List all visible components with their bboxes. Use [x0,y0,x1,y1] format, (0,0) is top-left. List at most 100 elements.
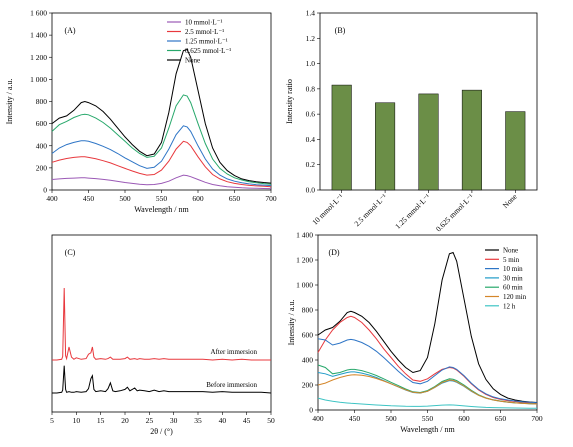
panel-b-bar-chart: 0.0 0.2 0.4 0.6 0.8 1.0 1.2 1.4 10 mmol·L⁻¹ 2.5 m… [285,9,538,233]
series-line-3-5 [317,374,538,405]
series-line-0-3 [51,94,272,185]
y-tick-label: 1.0 [306,59,316,68]
y-axis-title: Intensity ratio [285,79,294,124]
y-tick-label: 1 400 [30,31,47,40]
x-tick-label: 10 [73,416,81,425]
x-category-label: 10 mmol·L⁻¹ [310,192,345,227]
y-tick-label: 1 000 [30,75,47,84]
panel-d-line-chart: 400 450 500 550 600 650 700 0 200 400 600 800 1 000 1… [287,231,543,435]
y-tick-label: 400 [36,141,48,150]
legend-label: 0.625 mmol·L⁻¹ [185,47,231,55]
y-tick-label: 0.4 [306,135,316,144]
bar-2 [418,93,439,191]
x-tick-label: 700 [265,194,277,203]
x-axis-title: Wavelength / nm [134,205,189,214]
x-tick-label: 40 [219,416,227,425]
x-category-label: 2.5 mmol·L⁻¹ [352,192,388,228]
series-line-0-2 [51,125,272,187]
x-category-label: 0.625 mmol·L⁻¹ [434,192,475,233]
bar-1 [375,102,396,191]
series-line-0-4 [51,48,272,184]
y-tick-label: 800 [36,97,48,106]
annotation-after: After immersion [211,348,258,356]
series-line-3-4 [317,364,538,405]
series-line-3-1 [317,315,538,404]
legend-label: 1.25 mmol·L⁻¹ [185,38,228,46]
x-tick-label: 600 [192,194,204,203]
x-category-label: 1.25 mmol·L⁻¹ [393,192,432,231]
x-tick-label: 650 [229,194,241,203]
y-tick-label: 1 200 [296,256,313,265]
panel-label-c: (C) [65,248,76,257]
series-line-3-0 [317,251,538,403]
series-line-3-2 [317,338,538,404]
x-tick-label: 450 [83,194,95,203]
y-tick-label: 1 600 [30,9,47,18]
x-tick-label: 500 [119,194,131,203]
y-tick-label: 800 [302,306,314,315]
x-tick-label: 50 [267,416,275,425]
x-tick-label: 400 [312,414,324,423]
series-line-0-1 [51,140,272,188]
x-tick-label: 550 [156,194,168,203]
legend-label: 12 h [503,302,516,310]
panel-a-line-chart: 400 450 500 550 600 650 700 0 200 400 600 800 1 000 1… [5,9,277,215]
x-category-label: None [501,192,519,210]
y-axis-title: Intensity / a.u. [287,300,296,346]
legend-label: None [503,247,518,255]
series-line-2-1 [52,365,272,394]
y-tick-label: 0.0 [306,186,316,195]
y-tick-label: 1 200 [30,53,47,62]
x-tick-label: 35 [194,416,202,425]
y-tick-label: 200 [302,381,314,390]
series-line-3-6 [317,397,537,409]
x-tick-label: 5 [50,416,54,425]
y-tick-label: 0 [43,186,47,195]
legend-label: 2.5 mmol·L⁻¹ [185,28,224,36]
x-tick-label: 45 [243,416,251,425]
y-tick-label: 1 000 [296,281,313,290]
x-tick-label: 15 [97,416,105,425]
y-tick-label: 400 [302,356,314,365]
y-tick-label: 0.6 [306,110,316,119]
panel-label-a: (A) [64,26,75,35]
annotation-before: Before immersion [206,381,257,389]
series-line-2-0 [52,287,271,361]
y-tick-label: 600 [36,119,48,128]
y-tick-label: 1 400 [296,231,313,240]
x-axis-title: 2θ / (°) [150,427,173,436]
y-tick-label: 1.4 [306,9,316,18]
y-tick-label: 0.2 [306,160,316,169]
y-tick-label: 1.2 [306,34,316,43]
x-tick-label: 550 [422,414,434,423]
x-tick-label: 700 [531,414,543,423]
panel-label-b: (B) [335,26,346,35]
x-tick-label: 650 [495,414,507,423]
y-tick-label: 0.8 [306,84,316,93]
x-tick-label: 400 [46,194,58,203]
bar-4 [505,111,526,191]
y-tick-label: 600 [302,331,314,340]
x-tick-label: 25 [146,416,154,425]
x-tick-label: 20 [121,416,129,425]
legend-label: 5 min [503,256,520,264]
x-axis-title: Wavelength / nm [400,425,455,434]
bar-0 [331,84,352,191]
legend-label: 60 min [503,284,523,292]
y-tick-label: 0 [309,406,313,415]
legend-label: None [185,57,200,65]
legend-label: 120 min [503,293,527,301]
y-tick-label: 200 [36,163,48,172]
panel-label-d: (D) [328,248,339,257]
series-line-0-0 [51,174,272,190]
x-tick-label: 600 [458,414,470,423]
legend-label: 30 min [503,274,523,282]
x-tick-label: 500 [385,414,397,423]
bar-3 [461,89,482,191]
y-axis-title: Intensity / a.u. [5,79,14,125]
plot-frame-2 [51,234,272,413]
x-tick-label: 450 [349,414,361,423]
legend-label: 10 min [503,265,523,273]
legend-label: 10 mmol·L⁻¹ [185,19,223,27]
